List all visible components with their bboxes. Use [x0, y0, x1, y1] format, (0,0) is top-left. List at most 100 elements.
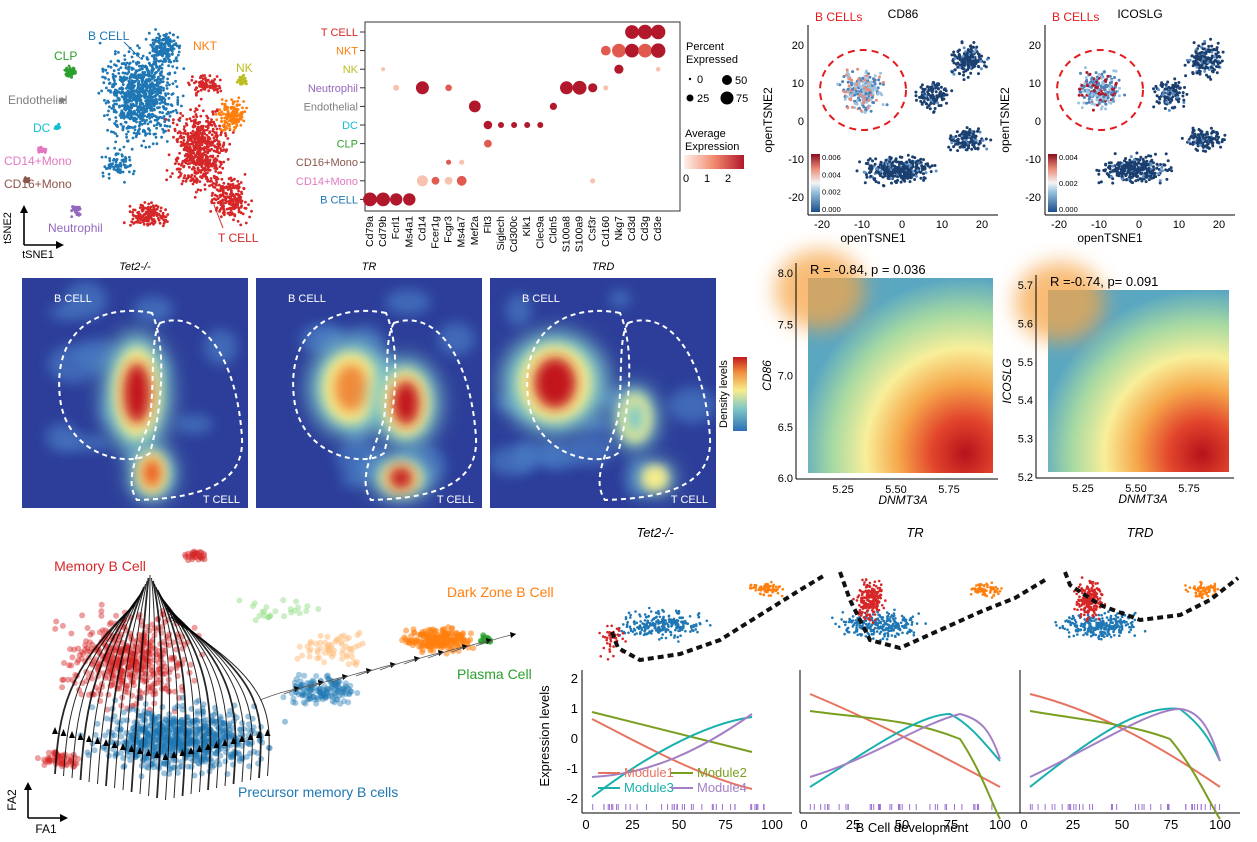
feature-cell-point — [922, 172, 925, 176]
dotplot-dots — [363, 24, 666, 207]
feature-cell-point — [1097, 92, 1101, 96]
tsne-cell-point — [215, 136, 219, 139]
tsne-cell-point — [167, 129, 171, 132]
dotplot-row-7: CD16+Mono — [296, 157, 358, 169]
tsne-cell-point — [169, 48, 173, 52]
tsne-cell-point — [162, 88, 165, 92]
tsne-cell-point — [133, 116, 137, 120]
tsne-cell-point — [176, 101, 180, 104]
dotplot-gene-10: Siglech — [495, 216, 507, 251]
feature-cell-point — [1212, 137, 1215, 140]
tsne-cell-point — [196, 171, 200, 175]
feature-cell-point — [934, 169, 938, 173]
tsne-cell-point — [185, 177, 188, 181]
feature-cell-point — [1170, 106, 1174, 110]
tsne-cell-point — [211, 154, 215, 158]
tsne-cell-point — [245, 106, 249, 110]
tsne-x-arrow-icon — [56, 241, 64, 249]
tsne-cell-point — [134, 135, 138, 139]
tsne-cell-point — [215, 133, 218, 137]
feature-cell-point — [1213, 55, 1217, 59]
tsne-cell-point — [206, 161, 210, 164]
tsne-cell-point — [182, 176, 186, 180]
dotplot-row-1: NKT — [336, 46, 358, 58]
tsne-cell-point — [138, 46, 141, 50]
feature-cell-point — [1131, 171, 1135, 175]
density-peak — [392, 380, 420, 426]
tsne-cell-point — [207, 149, 211, 153]
avg-expression-legend: Average Expression 0 1 2 — [683, 128, 744, 185]
dotplot-dot — [537, 122, 544, 128]
feature-cell-point — [1158, 179, 1162, 183]
tsne-cell-point — [236, 99, 240, 103]
tsne-cell-point — [153, 47, 157, 51]
dotplot-dot — [600, 45, 611, 56]
tsne-cell-point — [75, 213, 79, 217]
tsne-cell-point — [184, 179, 188, 183]
dotplot-dot — [603, 85, 609, 91]
tsne-cell-point — [202, 148, 206, 152]
tsne-cell-point — [146, 122, 150, 126]
feature-cell-point — [1136, 166, 1140, 169]
tsne-cell-point — [119, 66, 123, 70]
tsne-cell-point — [155, 36, 159, 40]
feature-cell-point — [858, 84, 862, 88]
tsne-label-neutrophil: Neutrophil — [48, 221, 103, 235]
feature-cell-point — [890, 161, 894, 165]
feature-cell-point — [902, 172, 906, 176]
tsne-cell-point — [143, 73, 147, 77]
tsne-cell-point — [237, 209, 241, 213]
feature-cell-point — [1103, 88, 1106, 92]
correlation-x-label: DNMT3A — [1118, 492, 1167, 506]
feature-cell-point — [1206, 132, 1209, 136]
tsne-cell-point — [140, 80, 144, 84]
dotplot-gene-11: Cd300c — [508, 216, 520, 252]
tsne-cell-point — [106, 147, 110, 150]
tsne-cell-point — [107, 109, 110, 113]
tsne-cell-point — [168, 125, 172, 128]
tsne-cell-point — [115, 99, 118, 103]
dotplot-dot — [511, 122, 518, 128]
feature-cell-point — [1171, 92, 1175, 96]
tsne-cell-point — [161, 211, 165, 215]
tsne-cell-point — [140, 144, 144, 148]
tsne-cell-point — [128, 86, 132, 90]
feature-cell-point — [915, 174, 918, 178]
tsne-cell-point — [207, 123, 211, 127]
tsne-cell-point — [150, 201, 153, 205]
feature-cell-point — [913, 178, 917, 181]
feature-cell-point — [1078, 87, 1081, 91]
density-glow — [536, 445, 581, 470]
feature-cell-point — [895, 160, 898, 164]
feature-cell-point — [1168, 100, 1172, 104]
tsne-cell-point — [117, 166, 120, 170]
avg-colorbar — [684, 155, 744, 169]
tsne-cell-point — [154, 78, 158, 82]
feature-y-tick: 0 — [1035, 116, 1041, 128]
tsne-cell-point — [118, 171, 122, 175]
feature-cell-point — [1093, 103, 1097, 107]
tsne-cell-point — [128, 116, 132, 120]
feature-cell-point — [953, 53, 957, 57]
tsne-cell-point — [156, 92, 159, 96]
feature-cell-point — [976, 147, 980, 151]
tsne-cell-point — [237, 96, 241, 100]
percent-dot-25 — [686, 94, 694, 102]
tsne-cell-point — [180, 143, 184, 147]
dotplot-panel: T CELLNKTNKNeutrophilEndothelialDCCLPCD1… — [296, 21, 748, 252]
feature-cell-point — [1152, 87, 1155, 91]
feature-cell-point — [890, 181, 893, 185]
feature-cell-point — [1102, 168, 1106, 172]
feature-cell-point — [1104, 107, 1107, 111]
tsne-cell-point — [122, 221, 126, 225]
tsne-cell-point — [129, 110, 133, 114]
tsne-cell-point — [145, 106, 149, 109]
feature-cell-point — [919, 176, 923, 180]
tsne-cell-point — [115, 134, 119, 138]
tsne-cell-point — [109, 60, 113, 63]
feature-cell-point — [1189, 135, 1193, 139]
feature-cell-point — [1191, 140, 1195, 144]
feature-cell-point — [973, 136, 977, 139]
tsne-cell-point — [149, 98, 153, 101]
tsne-cell-point — [126, 165, 130, 169]
